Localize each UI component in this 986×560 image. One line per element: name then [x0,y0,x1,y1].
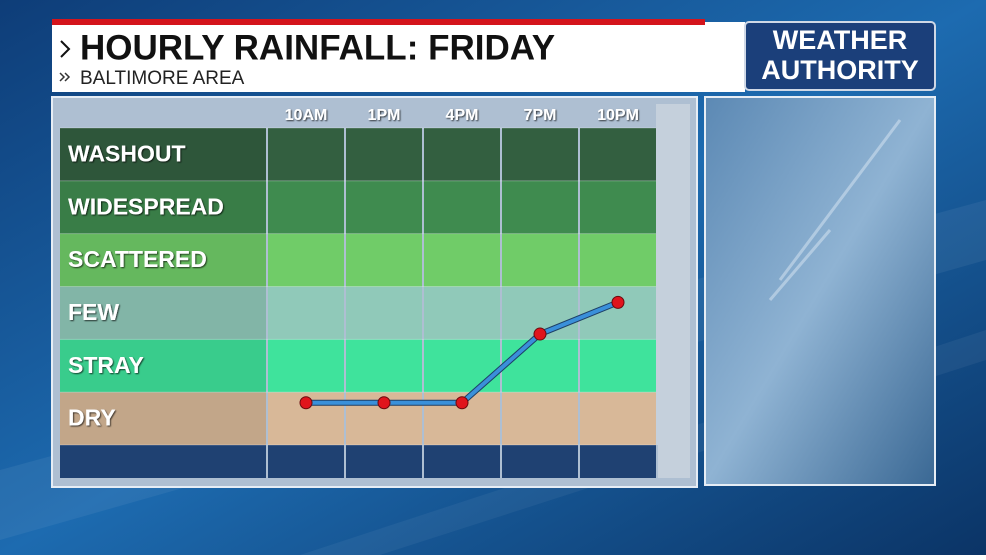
point [455,396,469,410]
band-cell [502,180,578,234]
band-cell [346,233,422,287]
column-divider [344,445,346,478]
band-label-cell [60,180,266,234]
column-divider [578,445,580,478]
panel-strip [656,104,690,478]
band-cell [502,233,578,287]
column-divider [500,445,502,478]
logo-text: WEATHER [773,25,908,55]
band-cell [580,339,656,393]
band-label-cell [60,233,266,287]
point [533,327,547,341]
band-cell [346,339,422,393]
band-label-cell [60,392,266,445]
band-cell [424,180,500,234]
band-label: STRAY [68,352,144,378]
title-stripe [52,19,705,25]
band-label-cell [60,339,266,393]
band-cell [346,180,422,234]
band-cell [268,128,344,181]
point [299,396,313,410]
column-divider [266,445,268,478]
bottom-row [60,445,656,478]
band-cell [580,233,656,287]
band-cell [268,286,344,340]
title-bar [52,22,745,92]
chart-title: HOURLY RAINFALL: FRIDAY [80,28,555,67]
band-label: FEW [68,299,119,325]
chart-subtitle: BALTIMORE AREA [80,68,245,89]
band-label-cell [60,128,266,181]
column-divider [422,445,424,478]
band-cell [424,286,500,340]
band-cell [268,180,344,234]
subtitle-chevron [59,72,71,82]
band-label: DRY [68,405,116,431]
band-cell [424,128,500,181]
band-cell [580,392,656,445]
point [377,396,391,410]
logo-text: AUTHORITY [761,55,919,85]
band-label: WIDESPREAD [68,193,224,219]
rain-image [704,96,936,486]
band-label-cell [60,286,266,340]
band-label: WASHOUT [68,140,186,166]
band-cell [424,339,500,393]
band-cell [580,180,656,234]
band-cell [502,392,578,445]
x-tick-label: 10PM [597,107,639,124]
x-tick-label: 7PM [524,107,557,124]
x-tick-label: 1PM [368,107,401,124]
rain-streak [768,119,902,301]
x-tick-label: 10AM [285,107,328,124]
logo-box [744,21,936,91]
x-tick-label: 4PM [446,107,479,124]
band-cell [580,128,656,181]
band-cell [268,339,344,393]
band-cell [268,233,344,287]
band-cell [424,233,500,287]
band-cell [502,128,578,181]
band-cell [346,128,422,181]
band-cell [502,339,578,393]
title-chevron [60,40,71,58]
column-divider [656,445,658,478]
band-cell [346,286,422,340]
band-label: SCATTERED [68,246,207,272]
point [611,295,625,309]
